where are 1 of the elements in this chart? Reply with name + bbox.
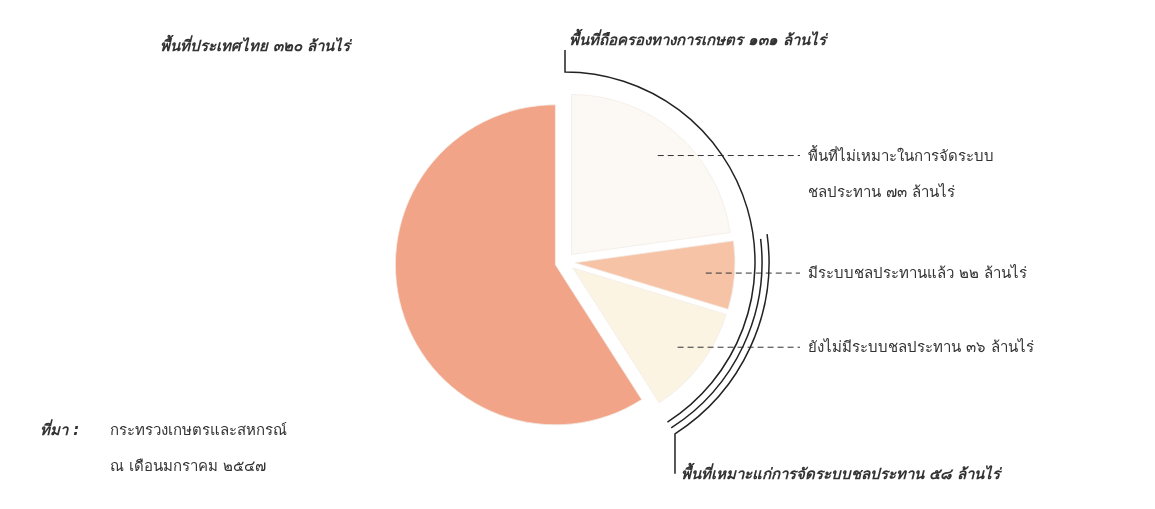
title: พื้นที่ประเทศไทย ๓๒๐ ล้านไร่ (160, 34, 351, 57)
